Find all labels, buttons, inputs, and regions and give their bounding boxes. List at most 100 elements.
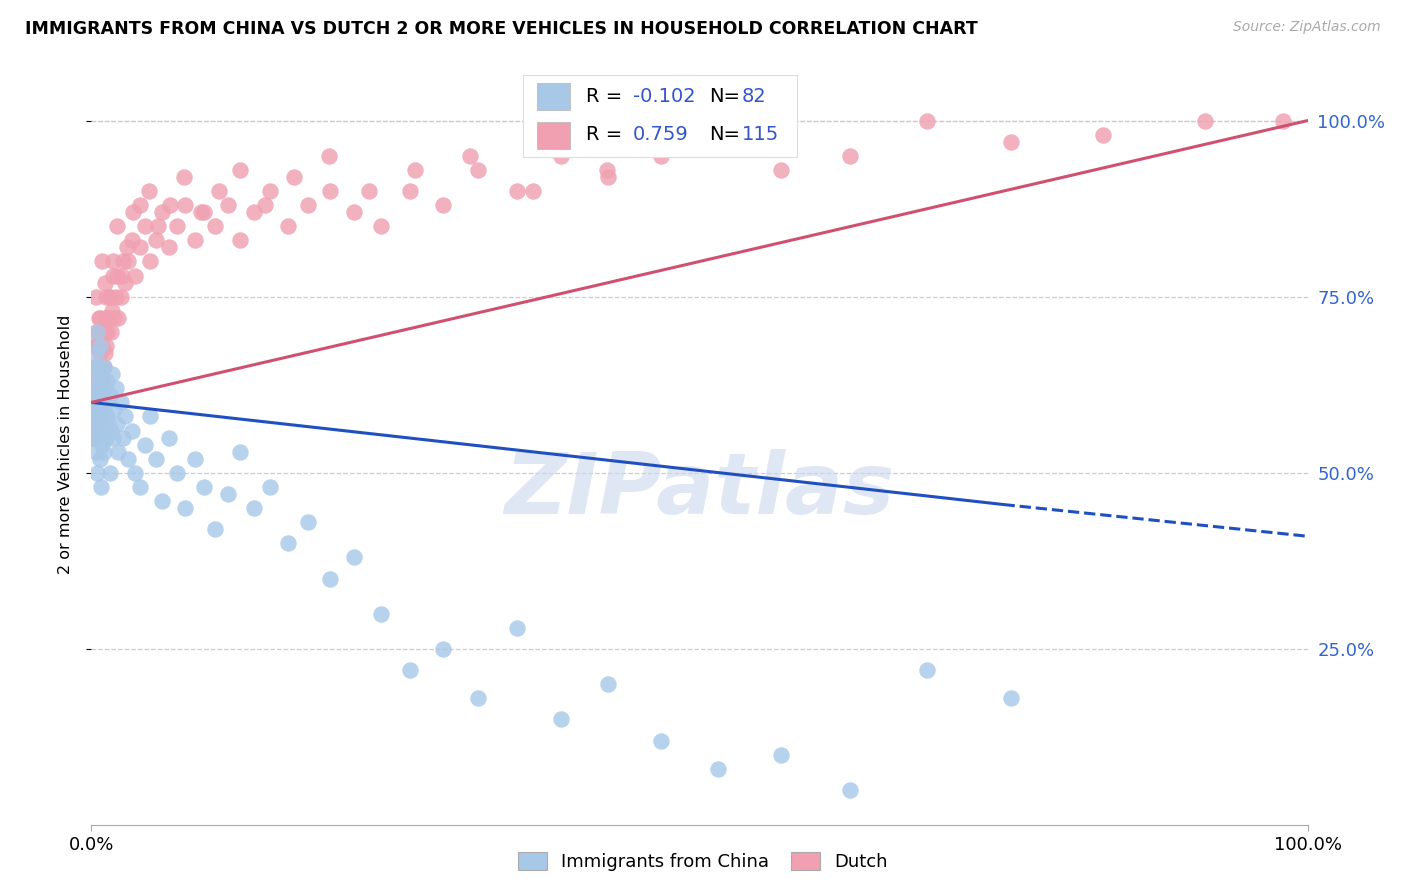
Point	[82, 395, 104, 409]
Point	[91, 339, 114, 353]
Point	[86, 374, 108, 388]
Point	[105, 268, 128, 283]
Point	[138, 184, 160, 198]
Point	[84, 360, 107, 375]
Point	[193, 480, 215, 494]
Point	[94, 290, 117, 304]
Point	[596, 162, 619, 177]
Point	[129, 240, 152, 254]
Point	[1000, 691, 1022, 706]
Point	[104, 290, 127, 304]
Point	[84, 374, 107, 388]
Point	[598, 677, 620, 691]
Point	[139, 254, 162, 268]
Point	[157, 431, 180, 445]
Point	[145, 233, 167, 247]
Point	[98, 290, 121, 304]
Point	[190, 205, 212, 219]
Point	[204, 522, 226, 536]
Point	[839, 149, 862, 163]
Point	[769, 747, 792, 762]
Point	[343, 205, 366, 219]
Y-axis label: 2 or more Vehicles in Household: 2 or more Vehicles in Household	[58, 315, 73, 574]
Point	[89, 346, 111, 360]
Point	[107, 310, 129, 325]
Point	[89, 360, 111, 375]
Point	[84, 360, 107, 375]
Point	[82, 409, 104, 424]
Point	[107, 444, 129, 458]
Point	[506, 184, 529, 198]
Point	[96, 325, 118, 339]
Point	[91, 254, 114, 268]
Point	[91, 437, 114, 451]
Point	[229, 444, 252, 458]
Point	[467, 162, 489, 177]
Point	[86, 339, 108, 353]
Point	[96, 409, 118, 424]
Point	[94, 276, 117, 290]
Point	[318, 149, 340, 163]
Point	[93, 360, 115, 375]
Point	[139, 409, 162, 424]
Point	[915, 113, 938, 128]
Text: ZIPatlas: ZIPatlas	[505, 449, 894, 532]
Point	[117, 451, 139, 466]
Point	[105, 219, 128, 234]
Point	[522, 184, 544, 198]
Point	[93, 402, 115, 417]
Point	[193, 205, 215, 219]
Point	[110, 395, 132, 409]
Point	[915, 663, 938, 677]
Point	[105, 417, 128, 431]
Point	[110, 290, 132, 304]
Point	[208, 184, 231, 198]
Point	[90, 325, 112, 339]
Point	[83, 431, 105, 445]
Point	[1092, 128, 1115, 142]
Point	[319, 184, 342, 198]
Point	[229, 233, 252, 247]
Point	[148, 219, 170, 234]
Point	[103, 310, 125, 325]
Point	[89, 451, 111, 466]
Point	[90, 409, 112, 424]
Point	[204, 219, 226, 234]
Point	[458, 149, 481, 163]
Point	[229, 162, 252, 177]
Point	[103, 431, 125, 445]
Point	[101, 303, 124, 318]
Point	[98, 290, 121, 304]
Point	[145, 451, 167, 466]
Point	[432, 642, 454, 657]
Point	[90, 325, 112, 339]
Point	[87, 395, 110, 409]
Point	[96, 310, 118, 325]
Point	[98, 388, 121, 402]
Point	[91, 374, 114, 388]
Point	[682, 135, 704, 149]
Point	[134, 219, 156, 234]
Point	[93, 360, 115, 375]
Point	[86, 381, 108, 395]
Point	[84, 444, 107, 458]
Point	[277, 536, 299, 550]
Point	[84, 346, 107, 360]
Point	[243, 501, 266, 516]
Point	[319, 572, 342, 586]
Point	[550, 713, 572, 727]
Point	[82, 381, 104, 395]
Point	[90, 360, 112, 375]
Point	[87, 360, 110, 375]
Point	[129, 198, 152, 212]
Point	[83, 360, 105, 375]
Point	[283, 169, 305, 184]
Point	[150, 494, 173, 508]
Point	[1272, 113, 1295, 128]
Point	[174, 501, 197, 516]
Point	[297, 515, 319, 529]
Point	[94, 339, 117, 353]
Point	[217, 198, 239, 212]
Point	[650, 733, 672, 747]
Point	[173, 169, 195, 184]
